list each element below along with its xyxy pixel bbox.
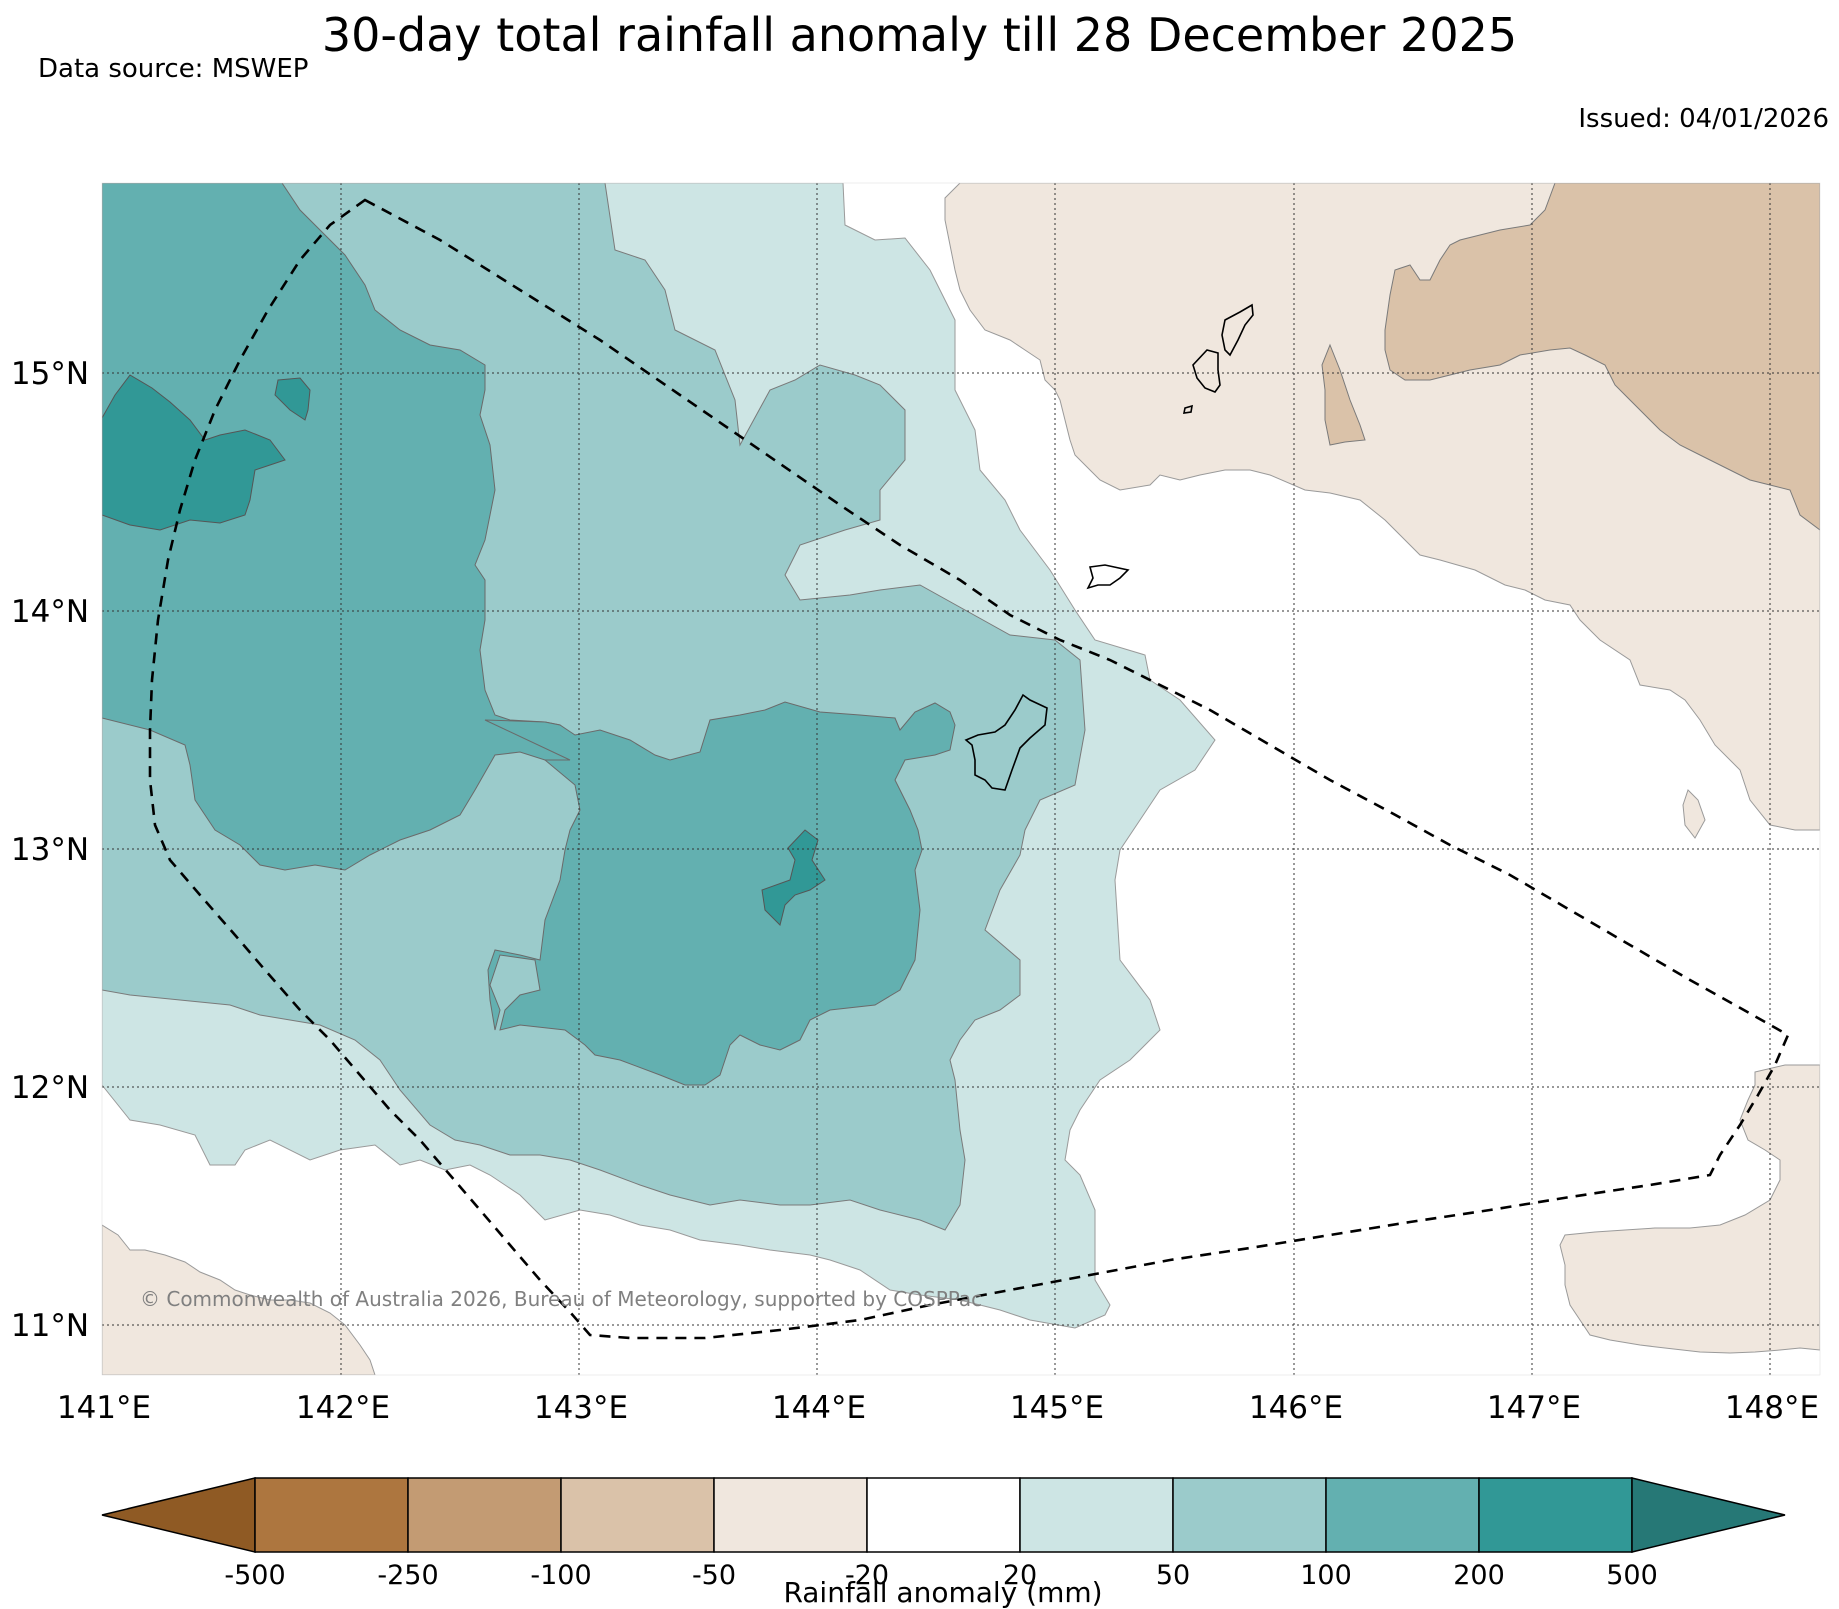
- colorbar-tick-labels: -500 -250 -100 -50 -20 20 50 100 200 500: [224, 1560, 1657, 1591]
- island-rota: [1086, 564, 1130, 590]
- colorbar-label-20: 20: [1003, 1560, 1037, 1591]
- lon-label-144e: 144°E: [772, 1390, 866, 1426]
- lat-label-11n: 11°N: [11, 1308, 89, 1344]
- map-title: 30-day total rainfall anomaly till 28 De…: [321, 8, 1518, 62]
- latitude-labels: 15°N 14°N 13°N 12°N 11°N: [11, 356, 89, 1344]
- colorbar-extend-high: [1631, 1477, 1786, 1553]
- colorbar-segment: [407, 1477, 562, 1553]
- colorbar-label-200: 200: [1453, 1560, 1505, 1591]
- anomaly-region-minus50-minus100-spot: [1321, 343, 1366, 446]
- colorbar-segment: [560, 1477, 715, 1553]
- lon-label-146e: 146°E: [1249, 1390, 1343, 1426]
- map-gridlines: [102, 183, 1820, 1375]
- colorbar-label-minus50: -50: [692, 1560, 736, 1591]
- lon-label-145e: 145°E: [1010, 1390, 1104, 1426]
- colorbar-label-minus500: -500: [224, 1560, 285, 1591]
- lon-label-147e: 147°E: [1487, 1390, 1581, 1426]
- island-aguijan: [1182, 404, 1193, 414]
- anomaly-region-200-500-central: [761, 829, 826, 926]
- colorbar-extend-low: [101, 1477, 256, 1553]
- anomaly-region-minus20-minus50-southeast: [1559, 1064, 1820, 1354]
- map-area: © Commonwealth of Australia 2026, Bureau…: [102, 183, 1820, 1375]
- data-source: Data source: MSWEP: [38, 54, 309, 84]
- longitude-labels: 141°E 142°E 143°E 144°E 145°E 146°E 147°…: [57, 1390, 1819, 1426]
- colorbar-label-minus20: -20: [845, 1560, 889, 1591]
- colorbar-label-minus100: -100: [530, 1560, 591, 1591]
- anomaly-region-200-500-west: [102, 374, 286, 531]
- anomaly-region-100-200-central: [484, 701, 956, 1086]
- colorbar-segment: [866, 1477, 1021, 1553]
- colorbar-label-50: 50: [1156, 1560, 1190, 1591]
- lat-label-12n: 12°N: [11, 1070, 89, 1106]
- lon-label-142e: 142°E: [296, 1390, 390, 1426]
- colorbar-segment: [1478, 1477, 1633, 1553]
- island-tinian: [1192, 349, 1221, 393]
- lon-label-148e: 148°E: [1725, 1390, 1819, 1426]
- colorbar-segment: [1172, 1477, 1327, 1553]
- colorbar-segment: [254, 1477, 409, 1553]
- map-frame: [101, 182, 1821, 1376]
- anomaly-region-minus20-minus50-southwest: [102, 1224, 376, 1375]
- colorbar-segment: [1325, 1477, 1480, 1553]
- lon-label-141e: 141°E: [57, 1390, 151, 1426]
- lat-label-13n: 13°N: [11, 832, 89, 868]
- issued-date: Issued: 04/01/2026: [1578, 104, 1829, 134]
- colorbar: [101, 1477, 1786, 1553]
- lat-label-15n: 15°N: [11, 356, 89, 392]
- colorbar-segment: [1019, 1477, 1174, 1553]
- colorbar-label-500: 500: [1606, 1560, 1658, 1591]
- colorbar-label-minus250: -250: [377, 1560, 438, 1591]
- eez-boundary: [148, 198, 1790, 1340]
- lat-label-14n: 14°N: [11, 594, 89, 630]
- copyright-text: © Commonwealth of Australia 2026, Bureau…: [140, 1287, 982, 1311]
- lon-label-143e: 143°E: [534, 1390, 628, 1426]
- colorbar-title: Rainfall anomaly (mm): [783, 1576, 1102, 1609]
- colorbar-segment: [713, 1477, 868, 1553]
- anomaly-region-200-500-north: [274, 377, 311, 421]
- colorbar-label-100: 100: [1300, 1560, 1352, 1591]
- anomaly-region-minus20-minus50-east-isle: [1682, 789, 1706, 839]
- anomaly-region-minus50-minus100-northeast: [1384, 183, 1820, 531]
- coastlines: [964, 303, 1254, 791]
- island-saipan: [1221, 303, 1254, 357]
- island-guam: [964, 693, 1048, 791]
